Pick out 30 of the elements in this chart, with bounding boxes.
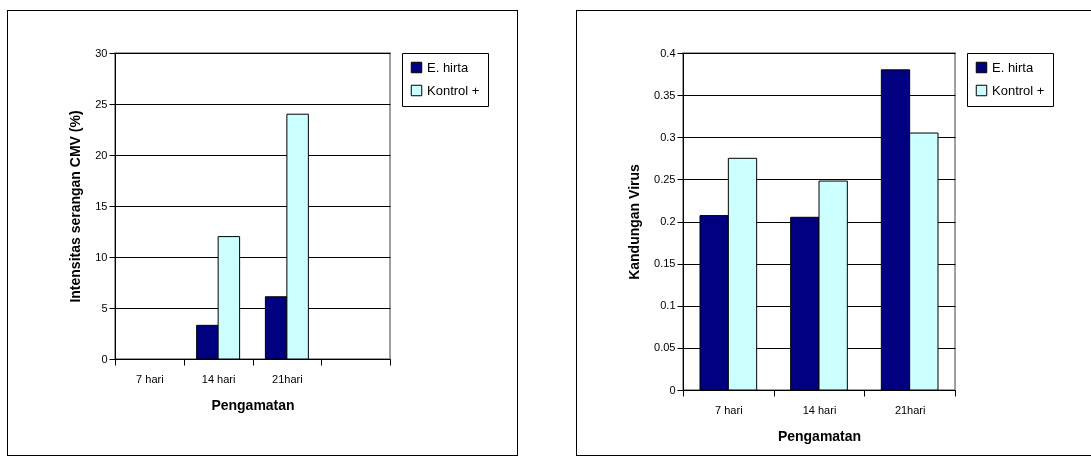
y-tick-label: 10: [95, 250, 108, 263]
y-tick-label: 0: [101, 352, 108, 365]
x-tick-label: 21hari: [272, 372, 303, 385]
y-axis-title: Kandungan Virus: [626, 163, 643, 280]
y-tick-label: 30: [95, 46, 108, 59]
y-tick-label: 5: [101, 301, 108, 314]
x-tick-label: 7 hari: [715, 403, 743, 416]
y-tick-label: 0.3: [660, 130, 676, 143]
x-tick-label: 14 hari: [802, 403, 837, 416]
y-tick-label: 15: [95, 199, 108, 212]
x-tick-label: 7 hari: [136, 372, 164, 385]
y-tick-label: 0.1: [660, 299, 676, 312]
x-tick-label: 14 hari: [201, 372, 236, 385]
x-axis-title: Pengamatan: [777, 427, 862, 444]
y-tick-label: 20: [95, 148, 108, 161]
y-tick-label: 0.35: [654, 88, 676, 101]
y-tick-label: 25: [95, 97, 108, 110]
legend-label: E. hirta: [992, 59, 1034, 75]
y-tick-label: 0.25: [654, 172, 676, 185]
y-tick-label: 0.05: [654, 341, 676, 354]
y-tick-label: 0.15: [654, 257, 676, 270]
y-axis-title: Intensitas serangan CMV (%): [67, 110, 84, 303]
legend-label: E. hirta: [427, 59, 469, 75]
legend-label: Kontrol +: [427, 82, 480, 98]
y-tick-label: 0.4: [660, 46, 676, 59]
legend-label: Kontrol +: [992, 82, 1045, 98]
x-tick-label: 21hari: [894, 403, 926, 416]
y-tick-label: 0.2: [660, 215, 676, 227]
y-tick-label: 0: [669, 383, 676, 396]
x-axis-title: Pengamatan: [211, 396, 295, 413]
